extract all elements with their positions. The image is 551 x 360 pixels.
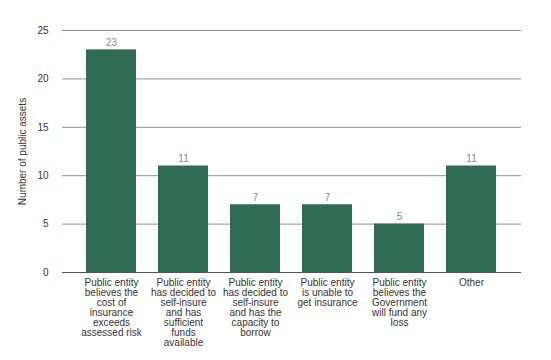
svg-text:Public entitybelieves theGover: Public entitybelieves theGovernmentwill …	[371, 277, 427, 328]
svg-text:23: 23	[106, 37, 118, 48]
svg-text:Public entityhas decided tosel: Public entityhas decided toself-insurean…	[223, 277, 288, 338]
svg-text:7: 7	[325, 192, 331, 203]
svg-text:Other: Other	[459, 277, 485, 288]
svg-text:Public entityhas decided tosel: Public entityhas decided toself-insurean…	[151, 277, 216, 348]
svg-text:11: 11	[178, 153, 189, 164]
svg-text:20: 20	[37, 73, 49, 84]
svg-text:0: 0	[43, 267, 49, 278]
svg-text:10: 10	[37, 170, 49, 181]
svg-text:Public entitybelieves thecost: Public entitybelieves thecost ofinsuranc…	[81, 277, 143, 338]
svg-text:7: 7	[253, 192, 259, 203]
svg-text:11: 11	[466, 153, 477, 164]
svg-text:5: 5	[43, 218, 49, 229]
svg-text:Number of public assets: Number of public assets	[17, 98, 28, 205]
svg-text:Public entityis unable toget i: Public entityis unable toget insurance	[297, 277, 357, 308]
svg-text:5: 5	[397, 211, 403, 222]
svg-text:15: 15	[37, 122, 49, 133]
svg-text:25: 25	[37, 25, 49, 36]
